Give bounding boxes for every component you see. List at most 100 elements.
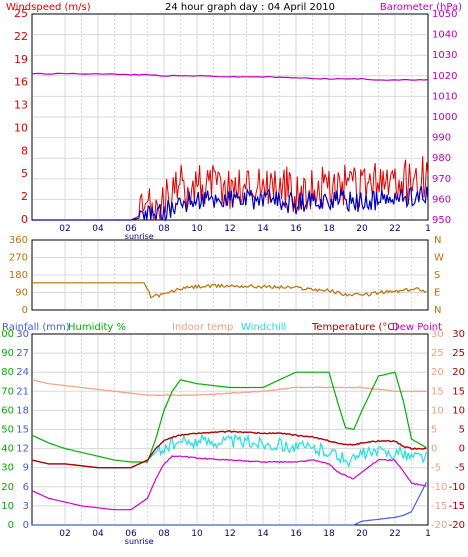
humidity-tick: 30 xyxy=(1,463,14,474)
indoor-temp-tick: 10 xyxy=(431,405,444,416)
indoor-temp-tick: 0 xyxy=(431,444,437,455)
climate-x-tick: 16 xyxy=(290,529,302,539)
rainfall-tick: 21 xyxy=(16,386,29,397)
temperature-tick: -20 xyxy=(449,520,465,531)
climate-x-tick: 14 xyxy=(257,529,269,539)
legend-windchill: Windchill xyxy=(241,322,286,333)
temperature-tick: 20 xyxy=(452,367,465,378)
compass-tick: W xyxy=(434,253,444,264)
windspeed-tick: 25 xyxy=(14,7,28,20)
rainfall-line xyxy=(32,482,427,526)
wind-direction-tick: 180 xyxy=(9,270,28,281)
wind-baro-x-tick: 06 xyxy=(125,224,137,234)
barometer-tick: 980 xyxy=(432,153,451,164)
compass-tick: S xyxy=(434,270,440,281)
indoor-temp-tick: 5 xyxy=(431,425,437,436)
chart-title: 24 hour graph day : 04 April 2010 xyxy=(165,2,335,13)
temperature-tick: -10 xyxy=(449,482,465,493)
rainfall-tick: 6 xyxy=(23,482,29,493)
barometer-line xyxy=(31,72,429,81)
climate-x-tick: 10 xyxy=(191,529,203,539)
climate-x-tick: 02 xyxy=(59,529,70,539)
humidity-tick: 90 xyxy=(1,348,14,359)
temperature-tick: 10 xyxy=(452,405,465,416)
barometer-tick: 970 xyxy=(432,174,451,185)
wind-baro-x-tick: 04 xyxy=(92,224,104,234)
indoor-temp-tick: -5 xyxy=(431,463,441,474)
wind-baro-x-tick: 02 xyxy=(59,224,70,234)
windspeed-average-line xyxy=(32,185,429,223)
climate-sunrise-label: sunrise xyxy=(125,537,154,546)
barometer-tick: 990 xyxy=(432,133,451,144)
windspeed-tick: 8 xyxy=(21,144,28,157)
humidity-line xyxy=(31,371,427,463)
climate-x-tick: 1 xyxy=(425,529,431,539)
indoor-temp-tick: -15 xyxy=(431,501,447,512)
legend-rainfall: Rainfall (mm) xyxy=(2,322,70,333)
barometer-tick: 1020 xyxy=(432,71,457,82)
indoor-temp-tick: 15 xyxy=(431,386,444,397)
climate-x-tick: 08 xyxy=(158,529,170,539)
humidity-tick: 60 xyxy=(1,405,14,416)
humidity-tick: 0 xyxy=(8,520,14,531)
temperature-tick: 5 xyxy=(459,425,465,436)
climate-x-tick: 04 xyxy=(92,529,104,539)
wind-baro-x-tick: 14 xyxy=(257,224,269,234)
legend-dew-point: Dew Point xyxy=(392,322,442,333)
barometer-tick: 1040 xyxy=(432,30,457,41)
humidity-tick: 40 xyxy=(1,444,14,455)
wind-baro-sunrise-label: sunrise xyxy=(125,232,154,241)
climate-x-tick: 12 xyxy=(224,529,235,539)
legend-temperature: Temperature (°C) xyxy=(311,322,398,333)
wind-direction-tick: 360 xyxy=(9,235,28,246)
rainfall-tick: 27 xyxy=(16,348,29,359)
humidity-tick: 100 xyxy=(0,329,14,340)
climate-x-tick: 06 xyxy=(125,529,137,539)
indoor-temp-tick: 25 xyxy=(431,348,444,359)
barometer-tick: 950 xyxy=(432,215,451,226)
windspeed-tick: 0 xyxy=(21,213,28,226)
humidity-tick: 70 xyxy=(1,386,14,397)
indoor-temp-line xyxy=(31,379,427,397)
indoor-temp-tick: 20 xyxy=(431,367,444,378)
windspeed-tick: 10 xyxy=(14,121,28,134)
rainfall-tick: 30 xyxy=(16,329,29,340)
climate-x-tick: 20 xyxy=(356,529,368,539)
wind-direction-tick: 90 xyxy=(15,288,28,299)
wind-baro-x-tick: 16 xyxy=(290,224,302,234)
rainfall-tick: 18 xyxy=(16,405,29,416)
barometer-tick: 960 xyxy=(432,194,451,205)
rainfall-tick: 3 xyxy=(23,501,29,512)
humidity-tick: 10 xyxy=(1,501,14,512)
humidity-tick: 80 xyxy=(1,367,14,378)
rainfall-tick: 0 xyxy=(23,520,29,531)
legend-indoor-temp: Indoor temp xyxy=(172,322,233,333)
rainfall-tick: 15 xyxy=(16,425,29,436)
barometer-axis-label: Barometer (hPa) xyxy=(380,2,462,13)
temperature-tick: -15 xyxy=(449,501,465,512)
wind-baro-x-tick: 12 xyxy=(224,224,235,234)
temperature-tick: -5 xyxy=(455,463,465,474)
climate-x-tick: 22 xyxy=(389,529,400,539)
windspeed-tick: 13 xyxy=(14,99,28,112)
wind-baro-x-tick: 10 xyxy=(191,224,203,234)
barometer-tick: 1030 xyxy=(432,50,457,61)
dew-point-line xyxy=(31,455,427,511)
indoor-temp-tick: 30 xyxy=(431,329,444,340)
windspeed-tick: 19 xyxy=(14,53,28,66)
windspeed-axis-label: Windspeed (m/s) xyxy=(6,2,91,13)
windspeed-tick: 2 xyxy=(21,190,28,203)
humidity-tick: 20 xyxy=(1,482,14,493)
windspeed-tick: 5 xyxy=(21,167,28,180)
compass-tick: N xyxy=(434,305,441,316)
wind-baro-x-tick: 1 xyxy=(425,224,431,234)
barometer-tick: 1000 xyxy=(432,112,457,123)
wind-baro-x-tick: 22 xyxy=(389,224,400,234)
wind-direction-line xyxy=(32,282,427,299)
wind-direction-tick: 0 xyxy=(22,305,28,316)
climate-x-tick: 18 xyxy=(323,529,335,539)
rainfall-tick: 12 xyxy=(16,444,29,455)
wind-baro-x-tick: 08 xyxy=(158,224,170,234)
barometer-tick: 1010 xyxy=(432,91,457,102)
